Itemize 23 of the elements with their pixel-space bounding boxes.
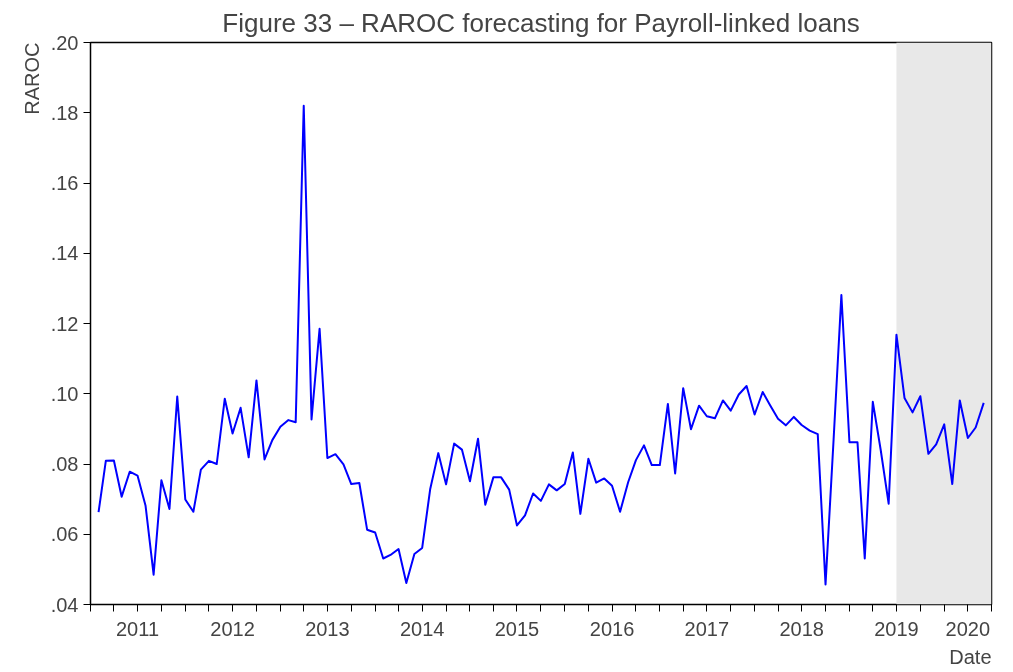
x-tick-label: 2019 — [874, 617, 919, 640]
x-tick-label: 2016 — [589, 617, 635, 640]
y-tick-label: .14 — [50, 242, 79, 265]
y-tick-label: .06 — [50, 523, 79, 546]
x-axis-title: Date — [949, 645, 992, 668]
y-tick-label: .16 — [50, 172, 79, 194]
y-tick-label: .18 — [50, 101, 79, 124]
y-tick-label: .10 — [50, 382, 79, 405]
y-tick-label: .12 — [50, 312, 79, 335]
chart-title: Figure 33 – RAROC forecasting for Payroll-linked loans — [222, 7, 860, 38]
x-tick-label: 2018 — [779, 617, 824, 640]
x-tick-label: 2012 — [210, 617, 255, 640]
y-axis-title: RAROC — [20, 42, 43, 115]
y-tick-label: .08 — [50, 453, 79, 475]
y-tick-label: .20 — [50, 31, 79, 54]
line-series — [97, 104, 985, 586]
y-tick-label: .04 — [50, 593, 79, 616]
x-tick-label: 2013 — [305, 617, 350, 640]
x-tick-label: 2011 — [116, 617, 160, 640]
x-tick-label: 2020 — [945, 617, 991, 640]
x-tick-label: 2014 — [399, 617, 445, 640]
x-tick-label: 2017 — [684, 617, 730, 640]
x-tick-label: 2015 — [494, 617, 540, 640]
